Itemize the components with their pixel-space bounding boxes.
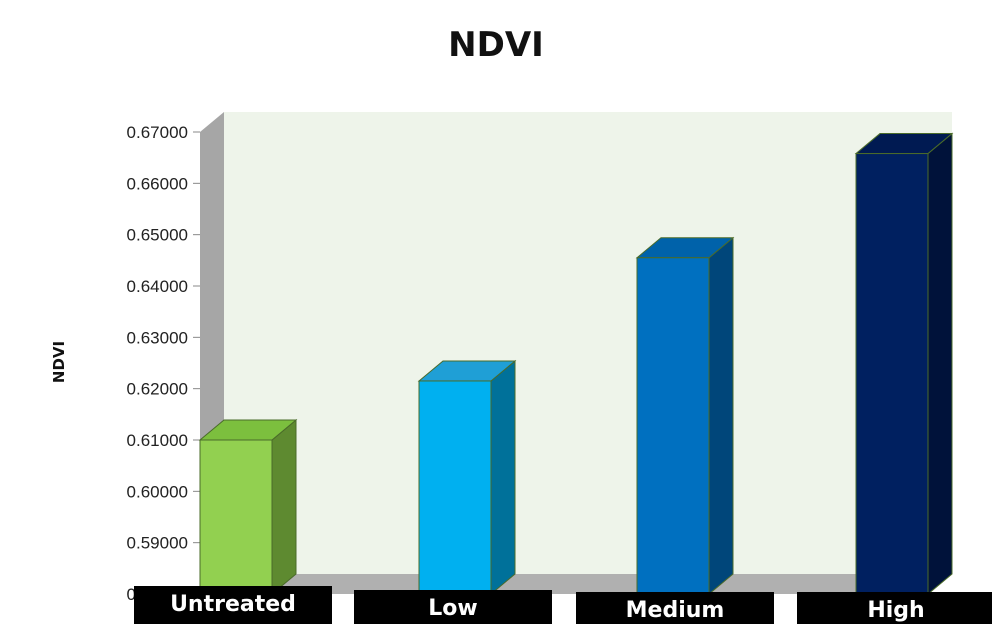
- bar-front: [855, 153, 929, 595]
- category-label-text: Medium: [626, 598, 725, 623]
- plot-back-wall: [224, 112, 952, 574]
- category-label-high: High: [797, 592, 992, 624]
- y-tick-label: 0.60000: [127, 482, 188, 501]
- y-axis-label: NDVI: [50, 341, 68, 383]
- bar-side: [271, 418, 297, 596]
- category-label-text: Untreated: [170, 592, 296, 617]
- category-label-text: Low: [428, 596, 477, 621]
- bar-front: [636, 257, 710, 595]
- y-tick-label: 0.62000: [127, 380, 188, 399]
- category-label-medium: Medium: [576, 592, 774, 624]
- category-label-low: Low: [354, 590, 552, 624]
- y-tick-label: 0.59000: [127, 534, 188, 553]
- bar-front: [199, 439, 273, 595]
- y-tick-label: 0.66000: [127, 174, 188, 193]
- y-tick-label: 0.64000: [127, 277, 188, 296]
- bars: [198, 132, 954, 596]
- bar-side: [490, 359, 516, 596]
- bar-high: [854, 132, 954, 596]
- bar-low: [417, 359, 517, 596]
- category-label-box: [797, 592, 992, 624]
- y-tick-label: 0.67000: [127, 123, 188, 142]
- category-label-box: [576, 592, 774, 624]
- bar-front: [418, 380, 492, 595]
- plot-floor: [200, 574, 952, 594]
- category-label-box: [354, 590, 552, 624]
- category-label-text: High: [867, 598, 924, 623]
- y-tick-label: 0.63000: [127, 328, 188, 347]
- y-tick-label: 0.65000: [127, 226, 188, 245]
- bar-untreated: [198, 418, 298, 596]
- y-tick-label: 0.61000: [127, 431, 188, 450]
- plot-area: [200, 112, 952, 594]
- bar-side: [708, 236, 734, 596]
- category-label-untreated: Untreated: [134, 586, 332, 624]
- category-labels: Untreated Low Medium High: [134, 586, 992, 624]
- y-axis-ticks: 0.580000.590000.600000.610000.620000.630…: [127, 123, 200, 604]
- category-label-box: [134, 586, 332, 624]
- chart-title: NDVI: [448, 25, 544, 65]
- bar-side: [927, 132, 953, 596]
- bar-medium: [635, 236, 735, 596]
